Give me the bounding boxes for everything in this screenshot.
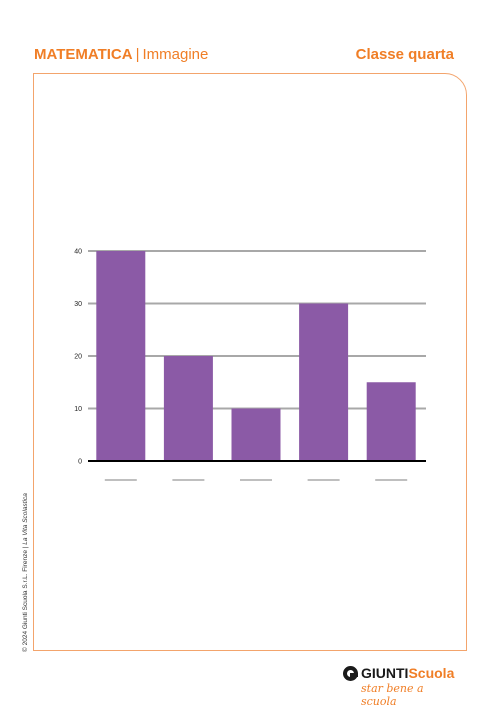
subject-name: MATEMATICA	[34, 46, 133, 63]
y-tick-label: 30	[74, 301, 82, 308]
bar	[231, 408, 281, 461]
bar	[163, 356, 213, 461]
bar	[299, 303, 349, 461]
y-tick-label: 40	[74, 249, 82, 256]
y-tick-label: 0	[78, 459, 82, 466]
y-tick-label: 20	[74, 354, 82, 361]
y-tick-label: 10	[74, 406, 82, 413]
logo-wordmark: GIUNTI Scuola	[343, 664, 454, 682]
header-separator: |	[135, 46, 140, 63]
section-name: Immagine	[142, 46, 209, 63]
giunti-g-icon	[343, 665, 358, 681]
subject-label: MATEMATICA | Immagine	[34, 46, 208, 63]
logo-tagline: star bene a scuola	[361, 682, 424, 708]
bar	[366, 382, 416, 461]
worksheet-frame	[33, 73, 467, 651]
class-label: Classe quarta	[355, 46, 454, 63]
logo-brand-second: Scuola	[408, 665, 455, 681]
page-header: MATEMATICA | Immagine Classe quarta	[34, 46, 454, 68]
logo-brand-first: GIUNTI	[361, 665, 409, 681]
bar	[96, 251, 146, 461]
publisher-logo: GIUNTI Scuola star bene a scuola	[343, 664, 458, 708]
